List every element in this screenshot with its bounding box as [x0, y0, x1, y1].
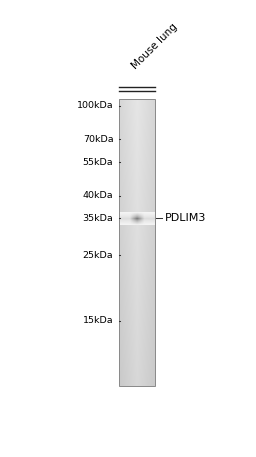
- Text: 25kDa: 25kDa: [83, 251, 113, 260]
- Text: 70kDa: 70kDa: [83, 135, 113, 144]
- Text: 15kDa: 15kDa: [83, 316, 113, 325]
- Text: 40kDa: 40kDa: [83, 191, 113, 200]
- Text: 100kDa: 100kDa: [77, 101, 113, 110]
- Bar: [119, 99, 155, 386]
- Text: PDLIM3: PDLIM3: [165, 213, 206, 223]
- Text: 55kDa: 55kDa: [83, 158, 113, 167]
- Text: Mouse lung: Mouse lung: [130, 21, 179, 71]
- Text: 35kDa: 35kDa: [83, 214, 113, 223]
